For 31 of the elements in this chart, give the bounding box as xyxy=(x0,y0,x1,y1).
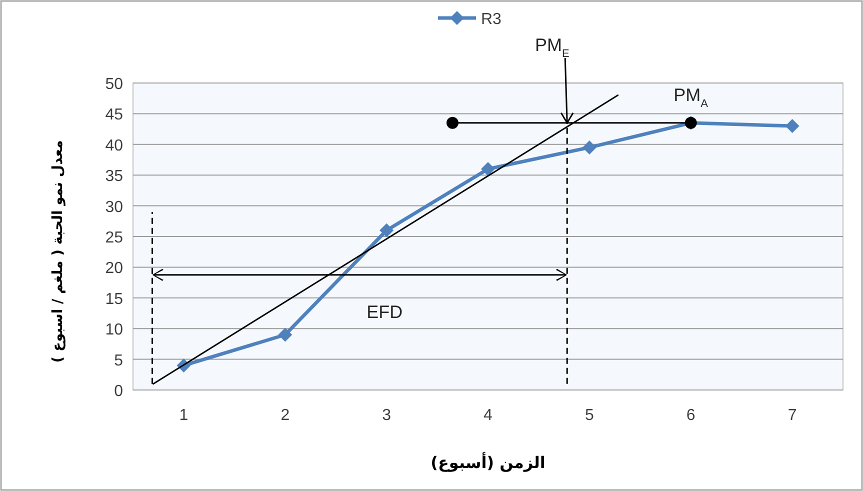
y-tick-label: 40 xyxy=(105,137,124,154)
x-tick-label: 2 xyxy=(280,407,290,424)
point xyxy=(481,162,495,176)
x-tick-label: 6 xyxy=(686,407,696,424)
y-tick-label: 20 xyxy=(105,260,124,278)
point xyxy=(582,140,596,154)
point xyxy=(278,328,292,342)
y-tick-label: 15 xyxy=(105,290,124,308)
y-tick-label: 0 xyxy=(114,383,124,400)
x-tick-label: 7 xyxy=(788,407,797,424)
y-tick-label: 25 xyxy=(105,230,124,246)
point xyxy=(446,116,458,129)
annotation: EFD xyxy=(366,302,403,322)
annotation: PM$_{A}$ xyxy=(674,84,709,110)
x-tick-label: 5 xyxy=(584,407,594,424)
y-axis-title: معدل نمو الحبة ( ملغم / اسبوع ) xyxy=(50,140,66,363)
y-tick-label: 45 xyxy=(105,106,124,124)
y-tick-label: 5 xyxy=(114,352,124,370)
x-tick-label: 3 xyxy=(382,407,392,424)
x-tick-label: 4 xyxy=(484,407,493,424)
annotation: PM$_{E}$ xyxy=(534,35,570,60)
x-axis-title: الزمن (أسبوع) xyxy=(430,452,546,472)
point xyxy=(785,118,800,133)
point xyxy=(380,223,394,238)
legend-label: R3 xyxy=(481,11,502,28)
y-tick-label: 35 xyxy=(105,168,124,186)
y-tick-label: 10 xyxy=(105,322,124,339)
y-tick-label: 30 xyxy=(105,198,124,216)
y-tick-label: 50 xyxy=(105,76,124,93)
x-tick-label: 1 xyxy=(179,407,188,424)
legend: R3 xyxy=(438,11,502,28)
